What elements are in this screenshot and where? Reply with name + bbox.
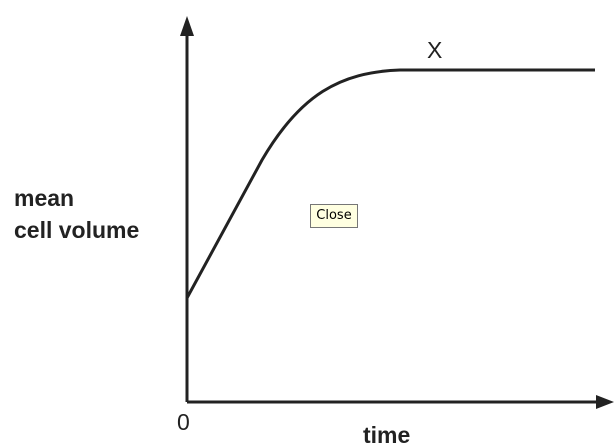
curve — [185, 68, 595, 299]
x-arrow — [596, 395, 614, 409]
y-label: mean — [14, 185, 74, 211]
close-button[interactable]: Close — [310, 204, 358, 228]
origin-label: 0 — [177, 409, 190, 435]
y-arrow — [180, 16, 194, 36]
curve-label: X — [427, 37, 442, 63]
y-label: cell volume — [14, 217, 139, 243]
x-label: time — [363, 422, 410, 446]
